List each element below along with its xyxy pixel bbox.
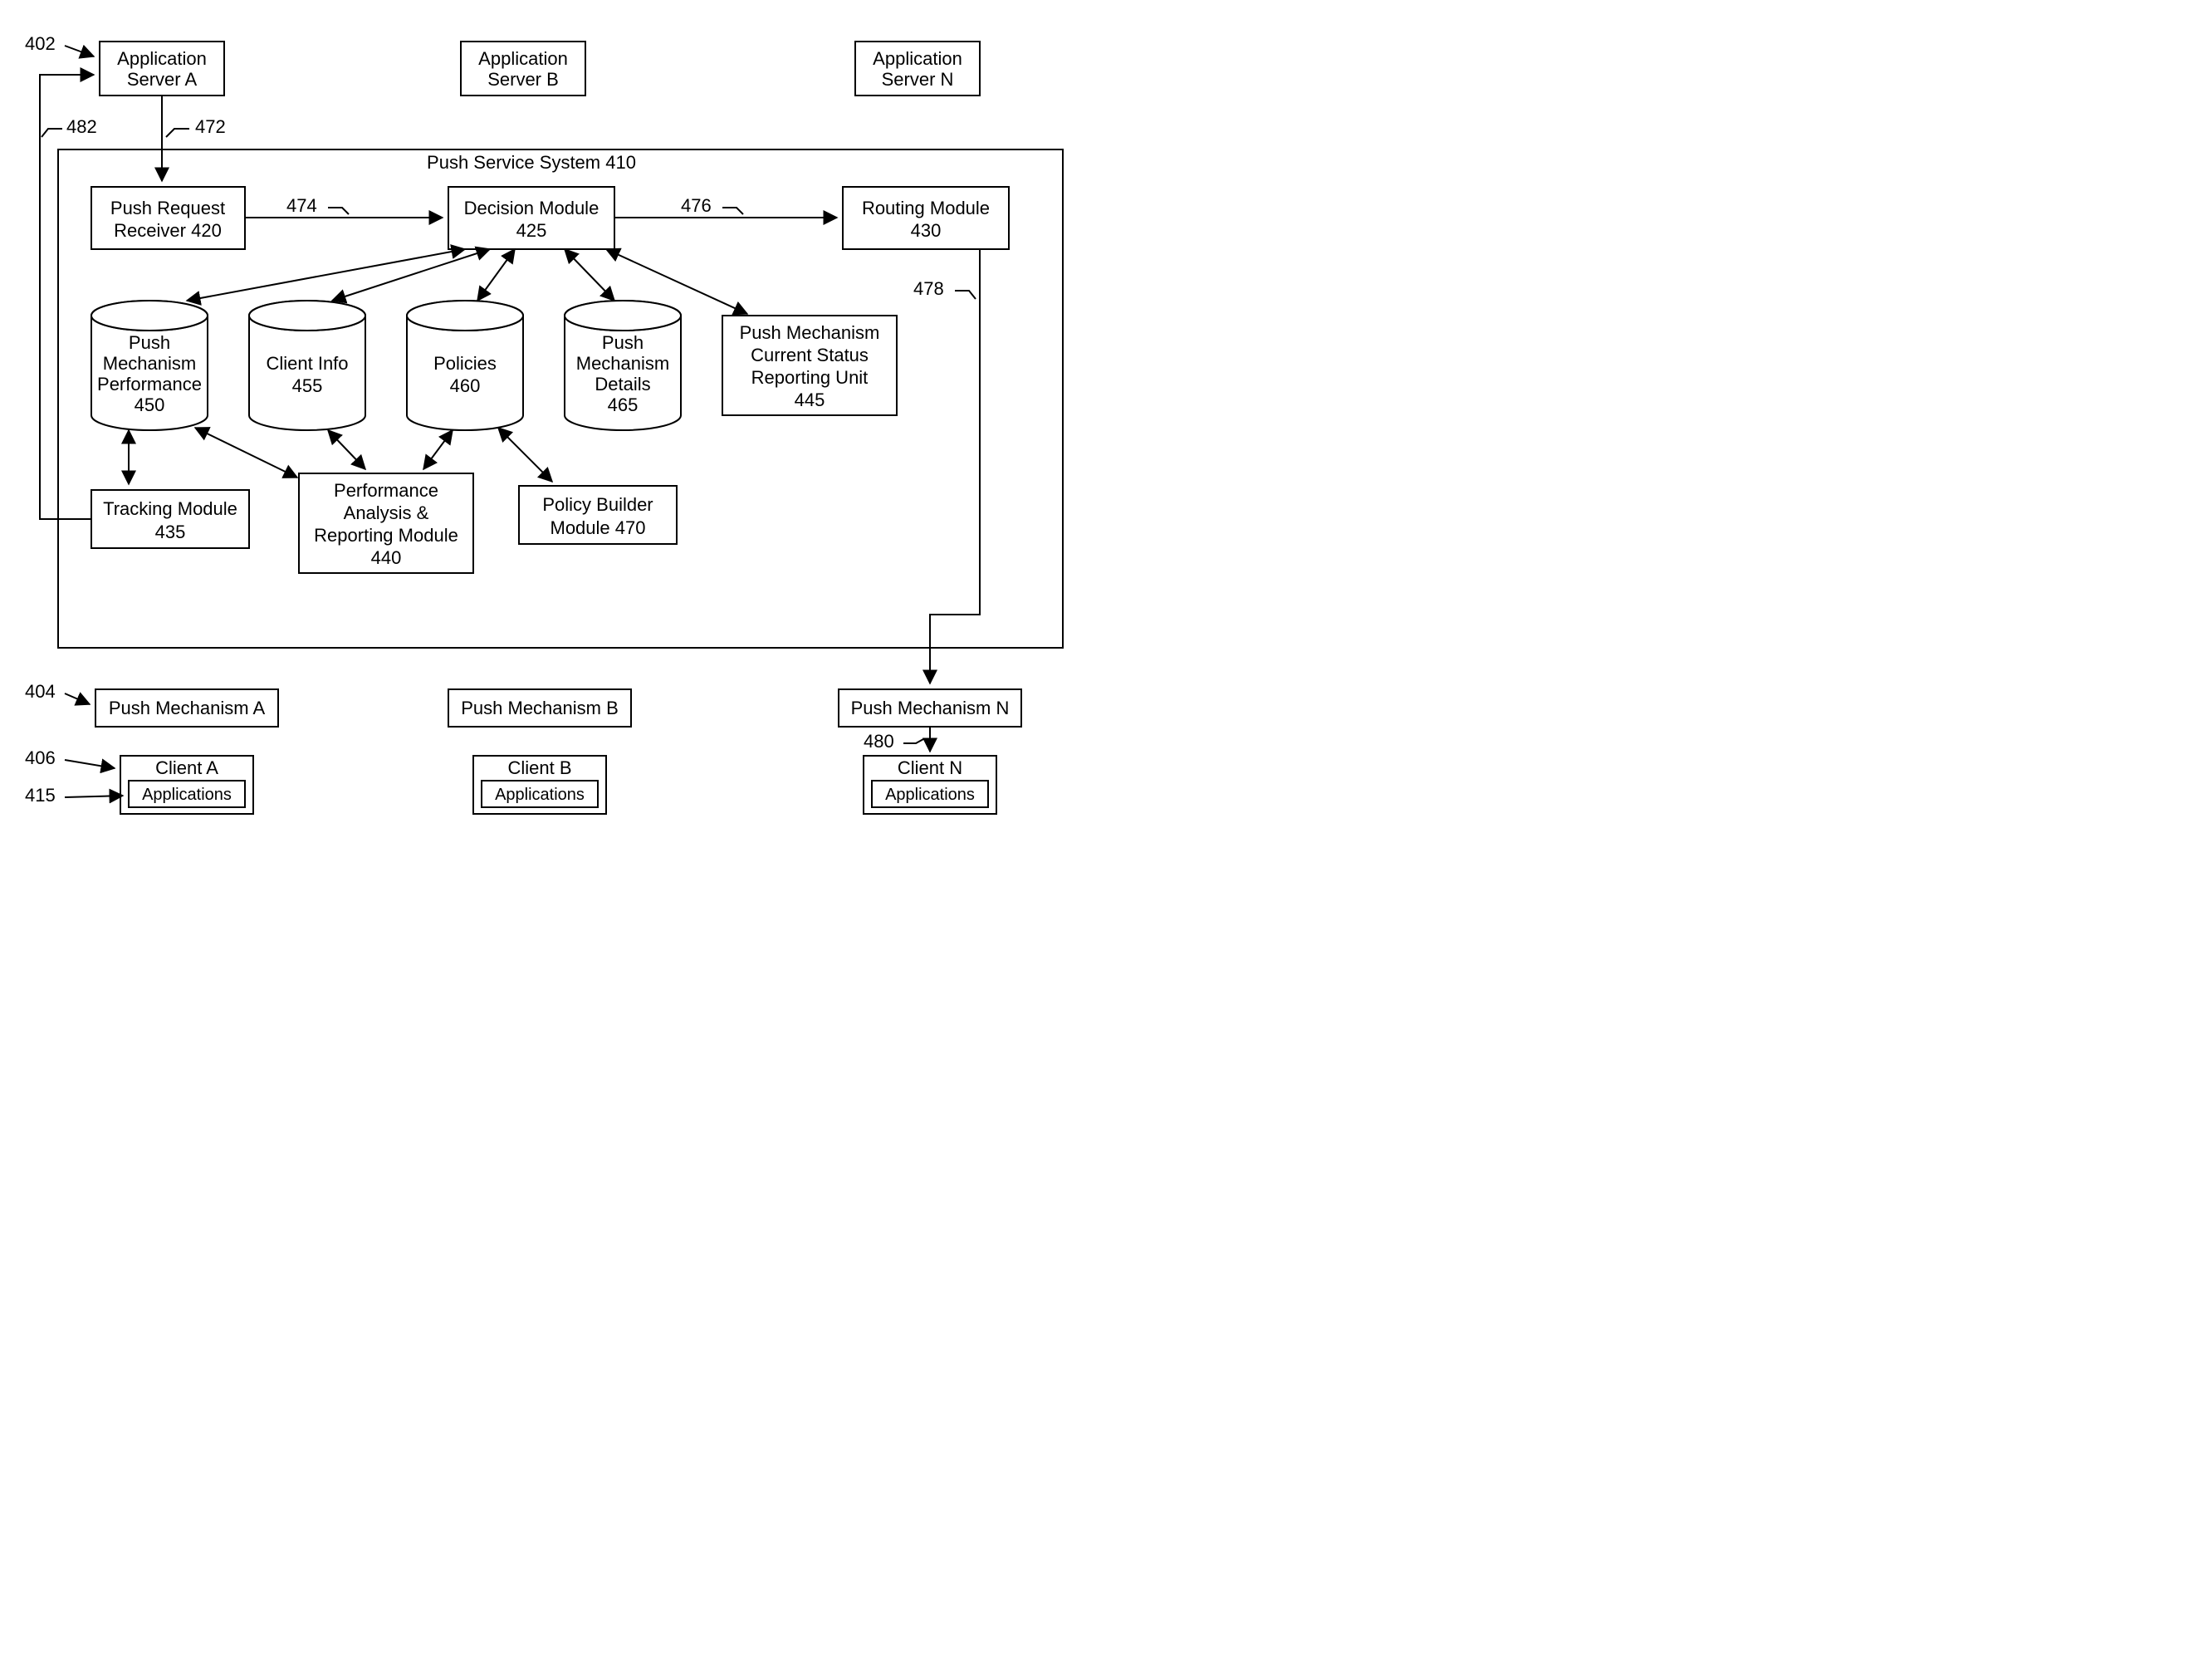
push-request-receiver: Push Request Receiver 420	[91, 187, 245, 249]
applications-label: Applications	[142, 786, 232, 804]
ref-label: 478	[913, 278, 944, 299]
label: Push	[602, 332, 644, 353]
label: Routing Module	[862, 198, 990, 218]
label: Receiver 420	[114, 220, 222, 241]
label: Push Mechanism A	[109, 698, 266, 718]
label: Application	[478, 48, 568, 69]
client-a: Client A Applications	[120, 756, 253, 814]
label: Push Mechanism B	[461, 698, 619, 718]
label: Server N	[882, 69, 954, 90]
db-details: Push Mechanism Details 465	[565, 301, 681, 430]
ref-label: 480	[864, 731, 894, 752]
label: Client Info	[266, 353, 348, 374]
label: Application	[117, 48, 207, 69]
app-server-n: Application Server N	[855, 42, 980, 96]
label: Push Mechanism	[740, 322, 880, 343]
push-mechanism-a: Push Mechanism A	[95, 689, 278, 727]
routing-module: Routing Module 430	[843, 187, 1009, 249]
tracking-module: Tracking Module 435	[91, 490, 249, 548]
db-client-info: Client Info 455	[249, 301, 365, 430]
label: 445	[795, 390, 825, 410]
decision-module: Decision Module 425	[448, 187, 614, 249]
label: Push	[129, 332, 170, 353]
perf-analysis-module: Performance Analysis & Reporting Module …	[299, 473, 473, 573]
ref-label: 476	[681, 195, 712, 216]
ref-label: 404	[25, 681, 56, 702]
label: Module 470	[551, 517, 646, 538]
label: Current Status	[751, 345, 869, 365]
label: Performance	[97, 374, 202, 394]
label: Push Request	[110, 198, 225, 218]
label: Mechanism	[576, 353, 669, 374]
label: Client N	[898, 757, 962, 778]
ref-label: 482	[66, 116, 97, 137]
label: Analysis &	[344, 502, 429, 523]
label: 430	[911, 220, 942, 241]
label: 435	[155, 522, 186, 542]
ref-402: 402	[25, 33, 94, 56]
label: Tracking Module	[103, 498, 237, 519]
db-performance: Push Mechanism Performance 450	[91, 301, 208, 430]
policy-builder-module: Policy Builder Module 470	[519, 486, 677, 544]
app-server-b: Application Server B	[461, 42, 585, 96]
client-n: Client N Applications	[864, 756, 996, 814]
client-b: Client B Applications	[473, 756, 606, 814]
label: 425	[516, 220, 547, 241]
label: Client B	[507, 757, 571, 778]
db-policies: Policies 460	[407, 301, 523, 430]
diagram-canvas: Application Server A Application Server …	[0, 0, 1106, 830]
label: Mechanism	[103, 353, 196, 374]
app-server-a: Application Server A	[100, 42, 224, 96]
ref-406: 406	[25, 747, 115, 768]
label: 455	[292, 375, 323, 396]
label: 440	[371, 547, 402, 568]
label: Reporting Module	[314, 525, 458, 546]
label: 465	[608, 394, 639, 415]
label: Details	[595, 374, 650, 394]
ref-480: 480	[864, 731, 923, 752]
label: Policies	[433, 353, 497, 374]
ref-404: 404	[25, 681, 90, 704]
label: Reporting Unit	[751, 367, 869, 388]
applications-label: Applications	[885, 786, 975, 804]
label: Decision Module	[464, 198, 599, 218]
ref-label: 474	[286, 195, 317, 216]
label: Policy Builder	[542, 494, 653, 515]
ref-label: 415	[25, 785, 56, 806]
label: 460	[450, 375, 481, 396]
label: 450	[135, 394, 165, 415]
ref-label: 472	[195, 116, 226, 137]
label: Server B	[487, 69, 559, 90]
label: Push Mechanism N	[851, 698, 1010, 718]
system-title: Push Service System 410	[427, 152, 636, 173]
label: Performance	[334, 480, 438, 501]
status-reporting-unit: Push Mechanism Current Status Reporting …	[722, 316, 897, 415]
applications-label: Applications	[495, 786, 585, 804]
ref-482: 482	[42, 116, 97, 137]
ref-label: 402	[25, 33, 56, 54]
label: Client A	[155, 757, 218, 778]
push-mechanism-b: Push Mechanism B	[448, 689, 631, 727]
ref-label: 406	[25, 747, 56, 768]
push-mechanism-n: Push Mechanism N	[839, 689, 1021, 727]
label: Application	[873, 48, 962, 69]
ref-472: 472	[166, 116, 226, 137]
ref-415: 415	[25, 785, 123, 806]
label: Server A	[127, 69, 198, 90]
